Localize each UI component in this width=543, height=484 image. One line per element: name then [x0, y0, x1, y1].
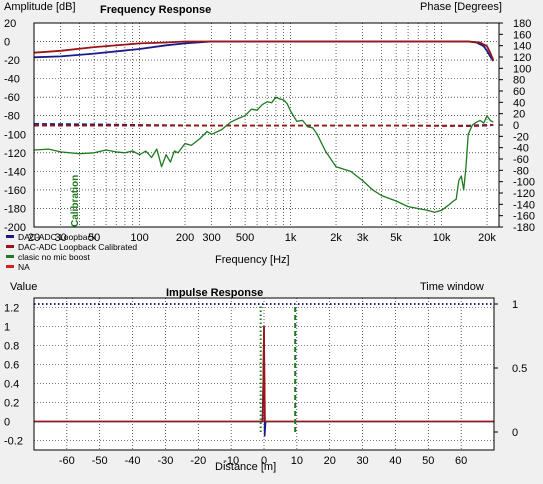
fr-series-line	[33, 96, 494, 213]
fr-y-tick-label: -180	[4, 203, 26, 215]
fr-series-line	[34, 124, 494, 127]
fr-y2-tick-label: 40	[513, 97, 525, 109]
ir-series-group	[34, 303, 494, 437]
fr-y2-tick-label: -80	[513, 165, 529, 177]
fr-x-tick-label: 10k	[433, 232, 451, 244]
ir-y-tick-label: 0.2	[4, 398, 19, 410]
ir-x-tick-label: 20	[324, 455, 336, 467]
ir-y-tick-label: -0.2	[4, 436, 23, 448]
ir-title: Impulse Response	[166, 287, 263, 299]
fr-y-tick-label: -120	[4, 148, 26, 160]
fr-x-label: Frequency [Hz]	[215, 254, 290, 266]
fr-axes: 20 30 50 100 200 300 500 1k 2k 3k 5k 10k 20k200-20-4…	[4, 18, 535, 244]
ir-y-tick-label: 0.4	[4, 379, 19, 391]
fr-x-tick-label: 50	[88, 232, 100, 244]
fr-y2-tick-label: 160	[513, 29, 531, 41]
fr-y-tick-label: -140	[4, 166, 26, 178]
fr-series-line	[33, 40, 495, 61]
ir-y-tick-label: 1	[4, 322, 10, 334]
ir-x-label: Distance [m]	[215, 461, 276, 473]
ir-y-tick-label: 0	[4, 417, 10, 429]
ir-x-tick-label: 10	[291, 455, 303, 467]
fr-y2-tick-label: 80	[513, 75, 525, 87]
ir-x-tick-label: -10	[223, 455, 239, 467]
fr-y2-tick-label: -120	[513, 188, 535, 200]
fr-y2-tick-label: 100	[513, 63, 531, 75]
ir-x-tick-label: -50	[92, 455, 108, 467]
fr-legend-label: NA	[18, 262, 30, 272]
fr-y2-tick-label: -40	[513, 143, 529, 155]
fr-y2-tick-label: 120	[513, 52, 531, 64]
fr-legend-label: DAC-ADC Loopback	[18, 232, 97, 242]
fr-legend-swatch	[6, 235, 14, 238]
fr-y2-tick-label: 20	[513, 109, 525, 121]
fr-y-tick-label: -160	[4, 185, 26, 197]
fr-y2-tick-label: -140	[513, 199, 535, 211]
ir-axes: -60 -50 -40 -30 -20 -10 0 10 20 30 40 50 601.210.80.…	[4, 299, 527, 467]
fr-y2-tick-label: 180	[513, 18, 531, 30]
ir-x-tick-label: 40	[389, 455, 401, 467]
ir-y2-tick-label: 0.5	[512, 363, 527, 375]
fr-x-tick-label: 100	[130, 232, 148, 244]
fr-legend-swatch	[6, 255, 14, 258]
ir-y-right-label: Time window	[420, 281, 484, 293]
fr-y-right-label: Phase [Degrees]	[420, 1, 502, 13]
fr-y-tick-label: -80	[4, 111, 20, 123]
fr-x-tick-label: 500	[236, 232, 254, 244]
ir-plot-frame	[33, 297, 495, 451]
fr-y2-tick-label: -100	[513, 177, 535, 189]
fr-x-tick-label: 5k	[390, 232, 402, 244]
fr-annotation: Calibration	[70, 175, 81, 227]
fr-legend-label: clasic no mic boost	[18, 252, 90, 262]
fr-y2-tick-label: 140	[513, 41, 531, 53]
fr-x-tick-label: 3k	[357, 232, 369, 244]
fr-x-tick-label: 20	[28, 232, 40, 244]
ir-y-tick-label: 0.8	[4, 341, 19, 353]
fr-y2-tick-label: 60	[513, 86, 525, 98]
fr-y2-tick-label: 0	[513, 120, 519, 132]
ir-series-line	[34, 325, 494, 423]
fr-y2-tick-label: -160	[513, 211, 535, 223]
fr-x-tick-label: 2k	[330, 232, 342, 244]
fr-y-tick-label: -100	[4, 129, 26, 141]
ir-x-tick-label: 50	[422, 455, 434, 467]
ir-y-tick-label: 1.2	[4, 303, 19, 315]
fr-y-tick-label: 20	[4, 18, 16, 30]
ir-y2-tick-label: 0	[512, 427, 518, 439]
ir-x-tick-label: -40	[125, 455, 141, 467]
fr-y-tick-label: -60	[4, 92, 20, 104]
impulse-response-chart: Impulse Response Value Time window Dista…	[4, 281, 527, 473]
ir-y2-tick-label: 1	[512, 299, 518, 311]
fr-legend-label: DAC-ADC Loopback Calibrated	[18, 242, 137, 252]
fr-x-tick-label: 200	[176, 232, 194, 244]
fr-series-group	[33, 40, 495, 213]
ir-x-tick-label: -30	[157, 455, 173, 467]
ir-y-tick-label: 0.6	[4, 360, 19, 372]
fr-x-tick-label: 300	[202, 232, 220, 244]
ir-x-tick-label: 0	[261, 455, 267, 467]
fr-title: Frequency Response	[100, 4, 211, 16]
fr-y2-tick-label: -20	[513, 131, 529, 143]
frequency-response-chart: Frequency Response Amplitude [dB] Phase …	[4, 1, 535, 272]
fr-x-tick-label: 1k	[285, 232, 297, 244]
fr-y-tick-label: -40	[4, 74, 20, 86]
ir-x-tick-label: -60	[59, 455, 75, 467]
fr-legend-swatch	[6, 245, 14, 248]
ir-x-tick-label: 30	[356, 455, 368, 467]
fr-y-left-label: Amplitude [dB]	[4, 1, 76, 13]
fr-y-tick-label: 0	[4, 37, 10, 49]
fr-legend-swatch	[6, 265, 14, 268]
fr-y2-tick-label: -60	[513, 154, 529, 166]
fr-x-tick-label: 30	[54, 232, 66, 244]
fr-y-tick-label: -200	[4, 222, 26, 234]
ir-x-tick-label: -20	[190, 455, 206, 467]
ir-y-left-label: Value	[10, 281, 37, 293]
fr-y-tick-label: -20	[4, 55, 20, 67]
fr-x-tick-label: 20k	[478, 232, 496, 244]
ir-x-tick-label: 60	[455, 455, 467, 467]
fr-y2-tick-label: -180	[513, 222, 535, 234]
